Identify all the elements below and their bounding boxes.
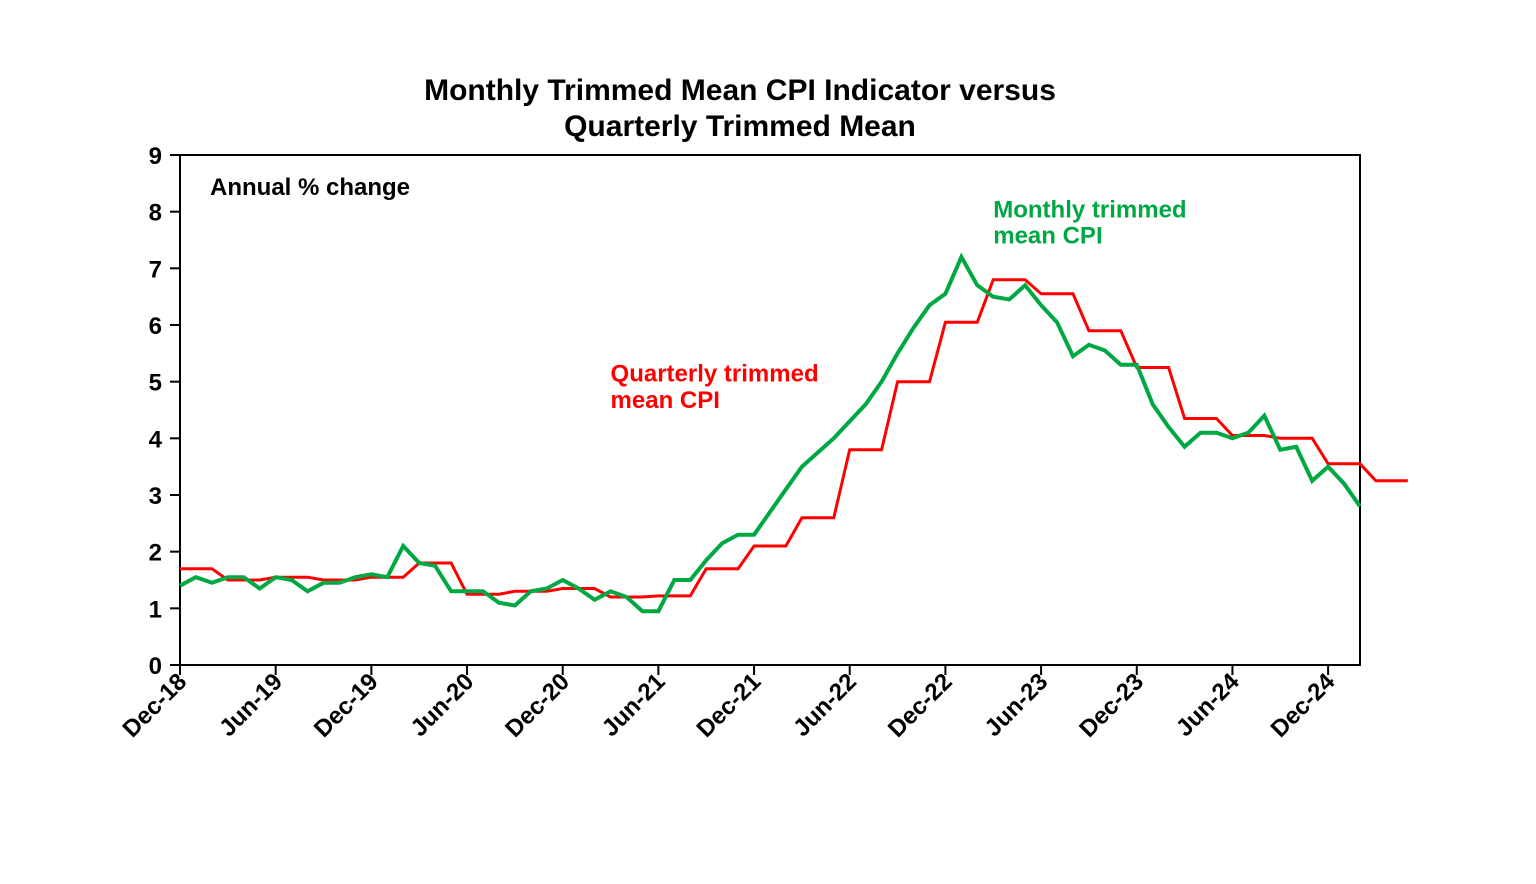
line-chart: Monthly Trimmed Mean CPI Indicator versu…: [0, 0, 1536, 884]
monthly-label-line1: Monthly trimmed: [993, 196, 1186, 223]
y-tick-label: 2: [149, 540, 162, 567]
y-tick-label: 7: [149, 256, 162, 283]
y-tick-label: 9: [149, 143, 162, 170]
chart-title-line2: Quarterly Trimmed Mean: [564, 110, 916, 143]
quarterly-label-line2: mean CPI: [611, 387, 720, 414]
y-tick-label: 1: [149, 596, 162, 623]
y-tick-label: 8: [149, 200, 162, 227]
y-tick-label: 0: [149, 653, 162, 680]
y-tick-label: 6: [149, 313, 162, 340]
monthly-label-line2: mean CPI: [993, 223, 1102, 250]
chart-container: { "chart": { "type": "line", "title_line…: [0, 0, 1536, 884]
quarterly-label-line1: Quarterly trimmed: [611, 361, 819, 388]
chart-subtitle: Annual % change: [210, 174, 410, 201]
y-tick-label: 4: [149, 426, 163, 453]
chart-title-line1: Monthly Trimmed Mean CPI Indicator versu…: [424, 74, 1056, 107]
y-tick-label: 5: [149, 370, 162, 397]
y-tick-label: 3: [149, 483, 162, 510]
